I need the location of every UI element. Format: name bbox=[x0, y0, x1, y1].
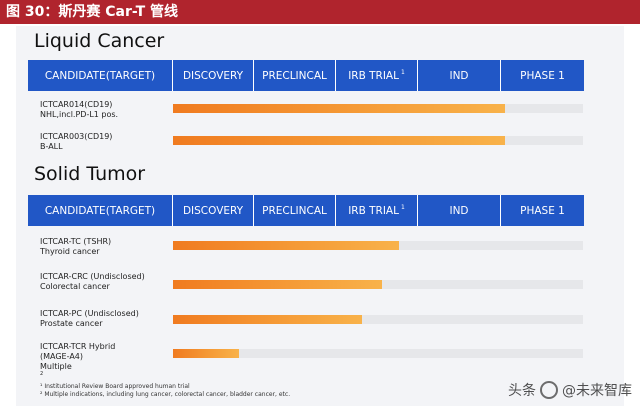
progress-track-ictcar-tcr bbox=[173, 349, 583, 358]
row-label-ictcar003: ICTCAR003(CD19) B-ALL bbox=[40, 132, 112, 152]
watermark: 头条 @未来智库 bbox=[508, 380, 632, 400]
header-candidate: CANDIDATE(TARGET) bbox=[28, 60, 173, 91]
candidate-name: ICTCAR003(CD19) bbox=[40, 132, 113, 141]
row-label-ictcar-tcr: ICTCAR-TCR Hybrid (MAGE-A4) Multiple 2 bbox=[40, 342, 115, 385]
progress-track-ictcar014 bbox=[173, 104, 583, 113]
watermark-left-text: 头条 bbox=[508, 383, 536, 399]
header-irb-trial: IRB TRIAL 1 bbox=[336, 60, 418, 91]
progress-bar-ictcar-pc bbox=[173, 315, 362, 324]
progress-bar-ictcar003 bbox=[173, 136, 506, 145]
indication: Prostate cancer bbox=[40, 319, 103, 328]
row-label-ictcar-pc: ICTCAR-PC (Undisclosed) Prostate cancer bbox=[40, 309, 139, 329]
indication: Colorectal cancer bbox=[40, 282, 110, 291]
header-discovery: DISCOVERY bbox=[173, 60, 254, 91]
progress-track-ictcar003 bbox=[173, 136, 583, 145]
progress-track-ictcar-crc bbox=[173, 280, 583, 289]
watermark-logo-icon bbox=[540, 381, 558, 399]
solid-tumor-heading: Solid Tumor bbox=[34, 163, 146, 185]
row-label-ictcar-tc: ICTCAR-TC (TSHR) Thyroid cancer bbox=[40, 237, 111, 257]
footnote-2: ² Multiple indications, including lung c… bbox=[40, 391, 291, 398]
indication: Thyroid cancer bbox=[40, 247, 100, 256]
progress-bar-ictcar014 bbox=[173, 104, 506, 113]
header-ind: IND bbox=[418, 60, 501, 91]
header-candidate: CANDIDATE(TARGET) bbox=[28, 195, 173, 226]
progress-bar-ictcar-crc bbox=[173, 280, 383, 289]
progress-bar-ictcar-tc bbox=[173, 241, 399, 250]
progress-track-ictcar-pc bbox=[173, 315, 583, 324]
watermark-right-text: @未来智库 bbox=[562, 383, 632, 399]
candidate-name: ICTCAR-TC (TSHR) bbox=[40, 237, 112, 246]
header-preclinical: PRECLINCAL bbox=[254, 60, 336, 91]
footnote-1: ¹ Institutional Review Board approved hu… bbox=[40, 383, 190, 390]
liquid-header-row: CANDIDATE(TARGET) DISCOVERY PRECLINCAL I… bbox=[28, 60, 584, 91]
candidate-name: ICTCAR-CRC (Undisclosed) bbox=[40, 272, 145, 281]
header-phase1: PHASE 1 bbox=[501, 195, 584, 226]
row-label-ictcar014: ICTCAR014(CD19) NHL,incl.PD-L1 pos. bbox=[40, 100, 118, 120]
candidate-name: ICTCAR-TCR Hybrid bbox=[40, 342, 116, 351]
multiple-footnote-marker: 2 bbox=[40, 371, 44, 377]
header-preclinical: PRECLINCAL bbox=[254, 195, 336, 226]
candidate-target: (MAGE-A4) bbox=[40, 352, 84, 361]
footnotes: ¹ Institutional Review Board approved hu… bbox=[40, 383, 290, 399]
row-label-ictcar-crc: ICTCAR-CRC (Undisclosed) Colorectal canc… bbox=[40, 272, 145, 292]
figure-title: 图 30：斯丹赛 Car-T 管线 bbox=[0, 0, 640, 24]
liquid-cancer-heading: Liquid Cancer bbox=[34, 30, 165, 52]
header-discovery: DISCOVERY bbox=[173, 195, 254, 226]
indication: B-ALL bbox=[40, 142, 63, 151]
indication: Multiple 2 bbox=[40, 362, 72, 377]
header-phase1: PHASE 1 bbox=[501, 60, 584, 91]
candidate-name: ICTCAR-PC (Undisclosed) bbox=[40, 309, 139, 318]
indication: NHL,incl.PD-L1 pos. bbox=[40, 110, 119, 119]
candidate-name: ICTCAR014(CD19) bbox=[40, 100, 113, 109]
irb-footnote-marker: 1 bbox=[400, 204, 405, 211]
progress-track-ictcar-tc bbox=[173, 241, 583, 250]
irb-footnote-marker: 1 bbox=[400, 69, 405, 76]
header-ind: IND bbox=[418, 195, 501, 226]
progress-bar-ictcar-tcr bbox=[173, 349, 239, 358]
header-irb-trial: IRB TRIAL 1 bbox=[336, 195, 418, 226]
solid-header-row: CANDIDATE(TARGET) DISCOVERY PRECLINCAL I… bbox=[28, 195, 584, 226]
